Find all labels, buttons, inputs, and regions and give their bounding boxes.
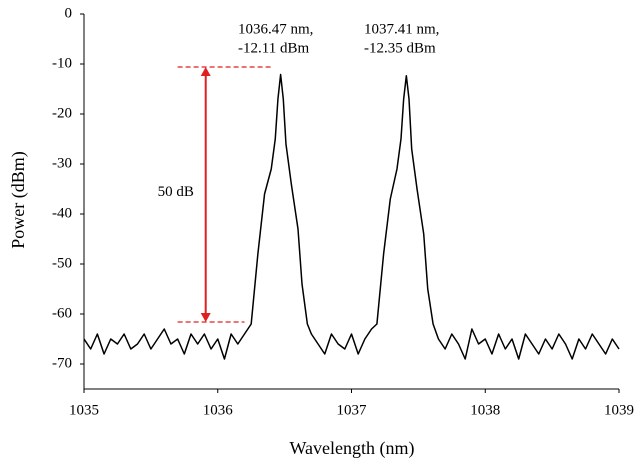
y-axis-title: Power (dBm) bbox=[8, 151, 29, 249]
x-tick-label: 1037 bbox=[337, 402, 368, 418]
x-tick-label: 1038 bbox=[470, 402, 500, 418]
arrow-head bbox=[200, 313, 211, 322]
y-tick-label: -20 bbox=[52, 105, 72, 121]
arrow-head bbox=[200, 67, 211, 76]
x-tick-label: 1039 bbox=[604, 402, 634, 418]
spectrum-line bbox=[83, 73, 620, 360]
y-tick-label: -40 bbox=[52, 205, 72, 221]
y-tick-label: -70 bbox=[52, 355, 72, 371]
peak-annotation: 1036.47 nm, bbox=[238, 21, 313, 37]
x-tick-label: 1036 bbox=[203, 402, 234, 418]
y-tick-label: -50 bbox=[52, 255, 72, 271]
x-axis-title: Wavelength (nm) bbox=[289, 438, 414, 459]
y-tick-label: -60 bbox=[52, 305, 72, 321]
peak-annotation: -12.35 dBm bbox=[364, 40, 436, 56]
x-tick-label: 1035 bbox=[69, 402, 99, 418]
peak-annotation: 1037.41 nm, bbox=[364, 21, 439, 37]
y-tick-label: -30 bbox=[52, 155, 72, 171]
peak-annotation: -12.11 dBm bbox=[238, 40, 309, 56]
y-tick-label: 0 bbox=[65, 5, 73, 21]
y-tick-label: -10 bbox=[52, 55, 72, 71]
arrow-label: 50 dB bbox=[158, 184, 194, 200]
